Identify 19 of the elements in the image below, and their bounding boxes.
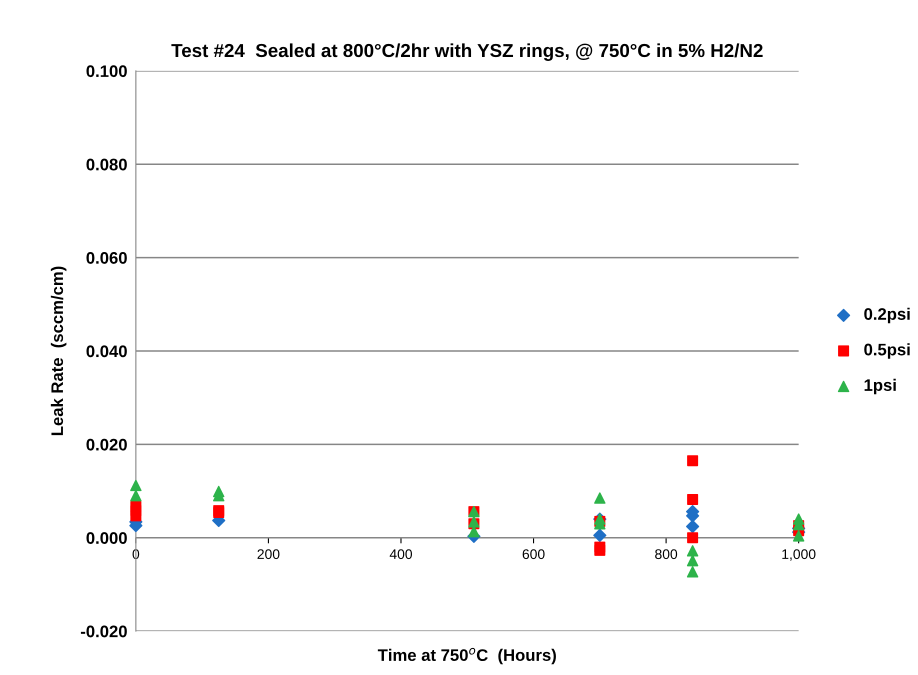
x-tick-label: 600 xyxy=(522,549,545,560)
chart-title: Test #24 Sealed at 800°C/2hr with YSZ rings, @ 750°C in 5% H2/N2 xyxy=(171,43,763,61)
legend-label: 0.2psi xyxy=(864,308,910,324)
y-tick-label: 0.080 xyxy=(86,158,127,170)
y-tick-label: 0.060 xyxy=(86,252,127,264)
y-axis-title: Leak Rate (sccm/cm) xyxy=(50,266,66,436)
x-tick-label: 1,000 xyxy=(782,549,816,561)
y-tick-label: 0.100 xyxy=(86,65,127,78)
x-tick-label: 400 xyxy=(390,549,412,560)
x-tick-label: 800 xyxy=(655,549,678,560)
y-tick-label: 0.000 xyxy=(86,532,127,544)
y-tick-label: 0.020 xyxy=(86,438,127,451)
legend-label: 1psi xyxy=(864,378,896,394)
y-tick-label: 0.040 xyxy=(86,345,127,358)
x-tick-label: 200 xyxy=(258,549,280,560)
y-tick-label: -0.020 xyxy=(80,626,127,638)
legend-label: 0.5psi xyxy=(864,343,910,359)
x-axis-title: Time at 750$^{o}$C (Hours) xyxy=(378,648,556,664)
x-tick-label: 0 xyxy=(132,549,140,560)
